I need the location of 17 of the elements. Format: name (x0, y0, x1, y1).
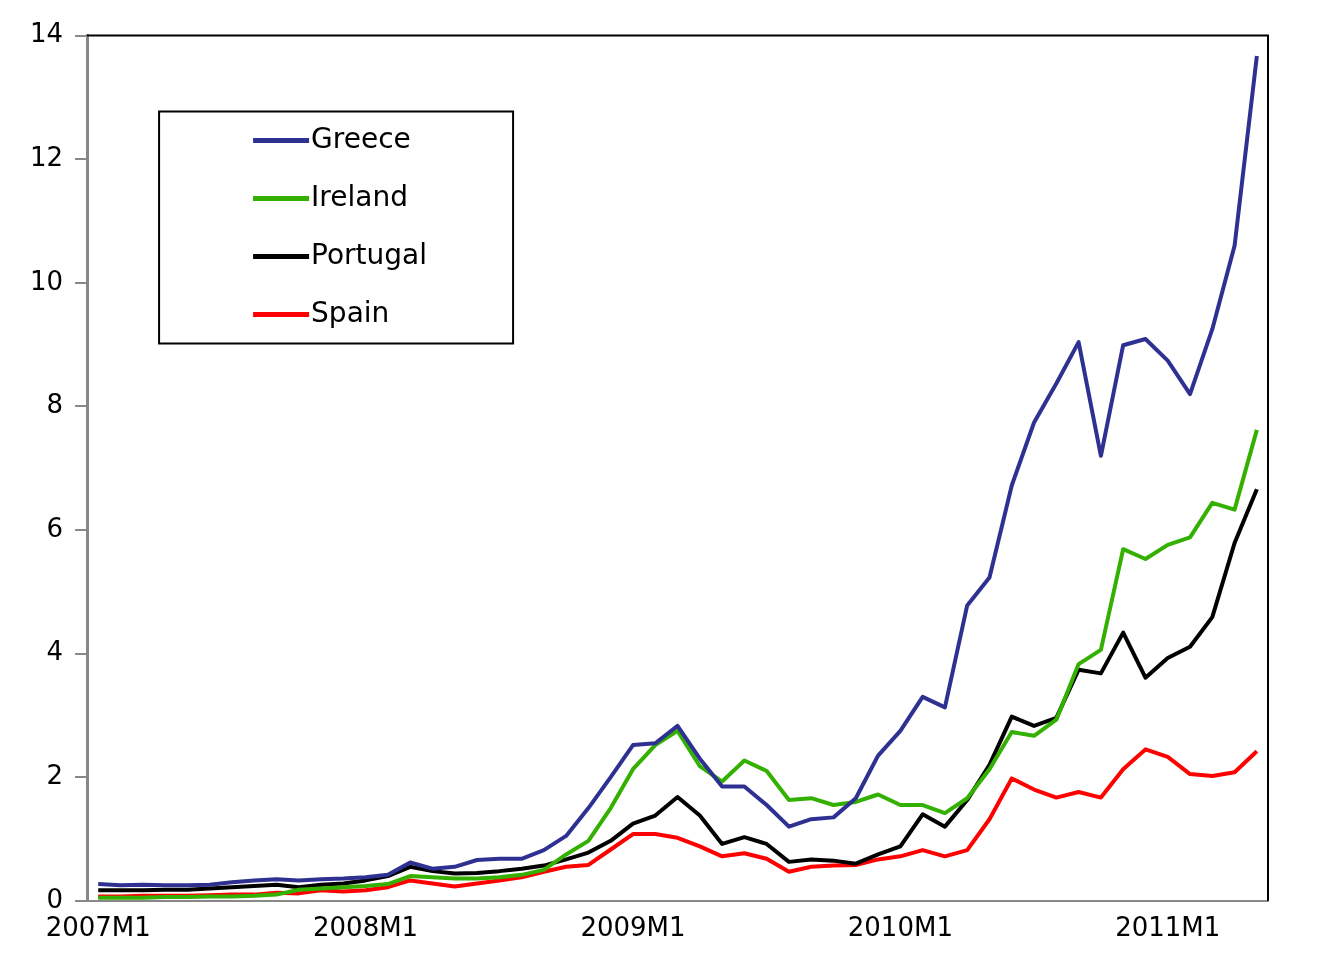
y-tick-label: 4 (46, 636, 64, 667)
x-tick-label: 2008M1 (313, 912, 419, 943)
y-tick-label: 2 (46, 759, 64, 790)
legend-label: Spain (311, 295, 390, 329)
x-tick-label: 2007M1 (45, 912, 151, 943)
x-tick-label: 2011M1 (1115, 912, 1221, 943)
x-tick-label: 2009M1 (580, 912, 686, 943)
y-tick-label: 12 (29, 141, 64, 172)
legend-label: Portugal (311, 237, 428, 271)
y-tick-label: 0 (46, 883, 64, 914)
x-tick-label: 2010M1 (847, 912, 953, 943)
legend-label: Greece (311, 121, 411, 155)
y-tick-label: 10 (29, 265, 64, 296)
y-tick-label: 6 (46, 512, 64, 543)
y-tick-label: 8 (46, 389, 64, 420)
legend-label: Ireland (311, 179, 408, 213)
y-tick-label: 14 (29, 18, 64, 49)
